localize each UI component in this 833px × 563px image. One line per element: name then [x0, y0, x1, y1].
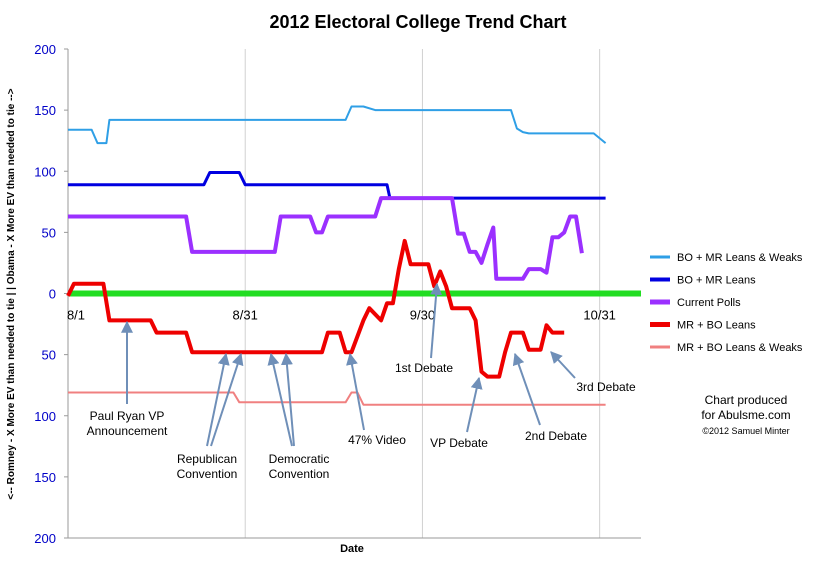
y-tick-label: 50	[42, 225, 56, 240]
annotation-label: 3rd Debate	[576, 380, 636, 394]
annotation-arrow	[346, 352, 365, 431]
series-line-2	[68, 196, 584, 281]
legend: BO + MR Leans & Weaks BO + MR Leans Curren…	[650, 252, 803, 354]
annotation-arrow	[550, 351, 576, 379]
y-axis-ticks: 200 150 100 50 0 50 100 150 200	[34, 42, 68, 546]
annotation-label: Democratic	[269, 452, 330, 466]
legend-entry: MR + BO Leans	[677, 320, 756, 332]
x-tick-label: 9/30	[410, 308, 435, 323]
chart-title: 2012 Electoral College Trend Chart	[269, 12, 566, 32]
annotation-arrow	[210, 352, 244, 447]
x-axis-label: Date	[340, 543, 364, 555]
credit-line-3: ©2012 Samuel Minter	[702, 426, 789, 436]
annotation-arrow	[267, 352, 293, 447]
series-line-0	[68, 105, 607, 145]
legend-entry: MR + BO Leans & Weaks	[677, 342, 803, 354]
annotations: Paul Ryan VPAnnouncementRepublicanConven…	[87, 282, 636, 481]
y-tick-label: 200	[34, 42, 56, 57]
annotation-label: Republican	[177, 452, 237, 466]
annotation-label: VP Debate	[430, 436, 488, 450]
y-tick-label: 150	[34, 103, 56, 118]
annotation-arrow	[466, 376, 483, 433]
legend-entry: Current Polls	[677, 297, 741, 309]
credit: Chart produced for Abulsme.com ©2012 Sam…	[701, 393, 790, 436]
annotation-arrow	[512, 352, 541, 426]
y-tick-label: 200	[34, 531, 56, 546]
credit-line-2: for Abulsme.com	[701, 408, 790, 422]
y-tick-label: 50	[42, 348, 56, 363]
y-tick-label: 0	[49, 287, 56, 302]
y-tick-label: 100	[34, 409, 56, 424]
y-tick-label: 150	[34, 470, 56, 485]
gridlines	[68, 49, 641, 538]
series-line-3	[66, 238, 565, 379]
annotation-arrow	[280, 352, 295, 447]
annotation-label: Convention	[177, 467, 238, 481]
annotation-arrow	[206, 352, 230, 447]
annotation-label: Announcement	[87, 424, 168, 438]
x-axis-ticks: 8/1 8/31 9/30 10/31	[67, 308, 616, 323]
series-line-1	[68, 171, 606, 200]
y-tick-label: 100	[34, 164, 56, 179]
x-tick-label: 10/31	[583, 308, 616, 323]
annotation-label: 2nd Debate	[525, 429, 587, 443]
annotation-arrow	[430, 282, 443, 359]
series-lines	[66, 105, 607, 406]
series-line-4	[68, 391, 606, 406]
annotation-label: Paul Ryan VP	[90, 409, 165, 423]
legend-entry: BO + MR Leans	[677, 275, 756, 287]
annotation-label: 1st Debate	[395, 361, 453, 375]
annotation-label: Convention	[269, 467, 330, 481]
legend-entry: BO + MR Leans & Weaks	[677, 252, 803, 264]
x-tick-label: 8/1	[67, 308, 85, 323]
y-axis-label: <-- Romney - X More EV than needed to ti…	[6, 88, 17, 499]
credit-line-1: Chart produced	[705, 393, 788, 407]
annotation-label: 47% Video	[348, 433, 406, 447]
x-tick-label: 8/31	[233, 308, 258, 323]
